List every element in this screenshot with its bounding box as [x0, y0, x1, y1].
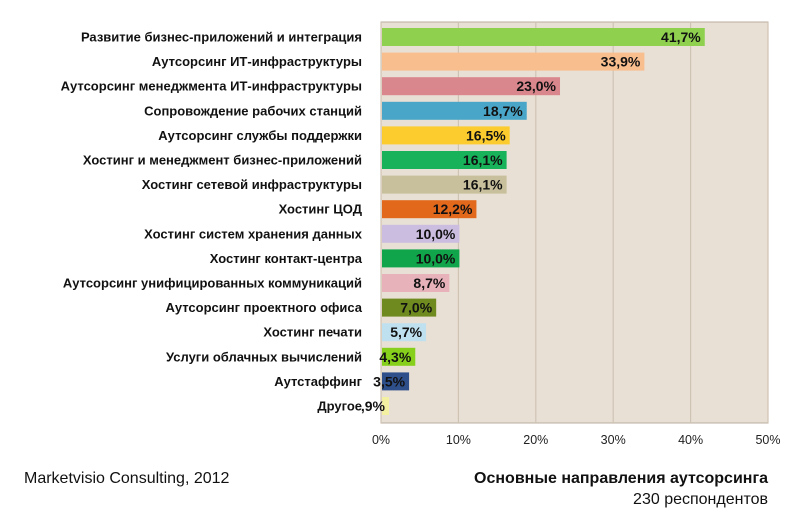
- category-label: Аутсорсинг ИТ-инфраструктуры: [152, 54, 362, 69]
- category-label: Хостинг систем хранения данных: [144, 226, 363, 241]
- bar: [382, 126, 510, 145]
- value-label: 18,7%: [483, 103, 523, 119]
- category-label: Аутсорсинг унифицированных коммуникаций: [63, 276, 362, 291]
- value-label: 16,5%: [466, 127, 506, 143]
- category-label: Услуги облачных вычислений: [166, 349, 362, 364]
- value-label: 41,7%: [661, 29, 701, 45]
- value-label: 12,2%: [433, 201, 473, 217]
- source-text: Marketvisio Consulting, 2012: [24, 470, 230, 487]
- bar: [382, 101, 527, 120]
- value-label: ,9%: [361, 398, 386, 414]
- bar: [382, 347, 416, 366]
- bar: [382, 175, 507, 194]
- value-label: 16,1%: [463, 152, 503, 168]
- category-label: Хостинг ЦОД: [279, 202, 363, 217]
- bar: [382, 200, 477, 219]
- x-tick-label: 50%: [755, 433, 780, 447]
- category-label: Хостинг контакт-центра: [210, 251, 363, 266]
- bar: [382, 323, 427, 342]
- value-label: 10,0%: [416, 226, 456, 242]
- bar: [382, 224, 460, 243]
- value-label: 33,9%: [601, 54, 641, 70]
- value-label: 3,5%: [373, 373, 405, 389]
- value-label: 4,3%: [379, 349, 411, 365]
- x-tick-label: 30%: [601, 433, 626, 447]
- chart-subtitle: 230 респондентов: [633, 491, 768, 508]
- category-label: Хостинг печати: [263, 325, 362, 340]
- category-label: Другое: [317, 399, 362, 414]
- x-tick-label: 20%: [523, 433, 548, 447]
- bar: [382, 397, 389, 415]
- bar: [382, 28, 705, 46]
- category-label: Сопровождение рабочих станций: [144, 103, 362, 118]
- category-label: Аутстаффинг: [274, 374, 362, 389]
- category-label: Аутсорсинг проектного офиса: [165, 300, 362, 315]
- bar: [382, 52, 645, 71]
- x-tick-label: 10%: [446, 433, 471, 447]
- bar: [382, 372, 410, 391]
- chart-title: Основные направления аутсорсинга: [474, 470, 768, 487]
- category-label: Хостинг сетевой инфраструктуры: [142, 177, 362, 192]
- bar: [382, 151, 507, 169]
- value-label: 23,0%: [516, 78, 556, 94]
- x-tick-label: 0%: [372, 433, 390, 447]
- value-label: 7,0%: [400, 300, 432, 316]
- bar: [382, 249, 460, 268]
- bar: [382, 274, 450, 292]
- value-label: 16,1%: [463, 177, 503, 193]
- bar: [382, 77, 561, 96]
- value-label: 10,0%: [416, 250, 456, 266]
- bar-chart: 0% 10% 20% 30% 40% 50% Развитие бизнес-приложе…: [61, 21, 781, 447]
- x-tick-label: 40%: [678, 433, 703, 447]
- value-label: 5,7%: [390, 324, 422, 340]
- category-label: Хостинг и менеджмент бизнес-приложений: [83, 153, 362, 168]
- bar: [382, 298, 437, 317]
- value-label: 8,7%: [413, 275, 445, 291]
- category-label: Аутсорсинг менеджмента ИТ-инфраструктуры: [61, 79, 362, 94]
- category-label: Развитие бизнес-приложений и интеграция: [81, 30, 362, 45]
- category-label: Аутсорсинг службы поддержки: [158, 128, 362, 143]
